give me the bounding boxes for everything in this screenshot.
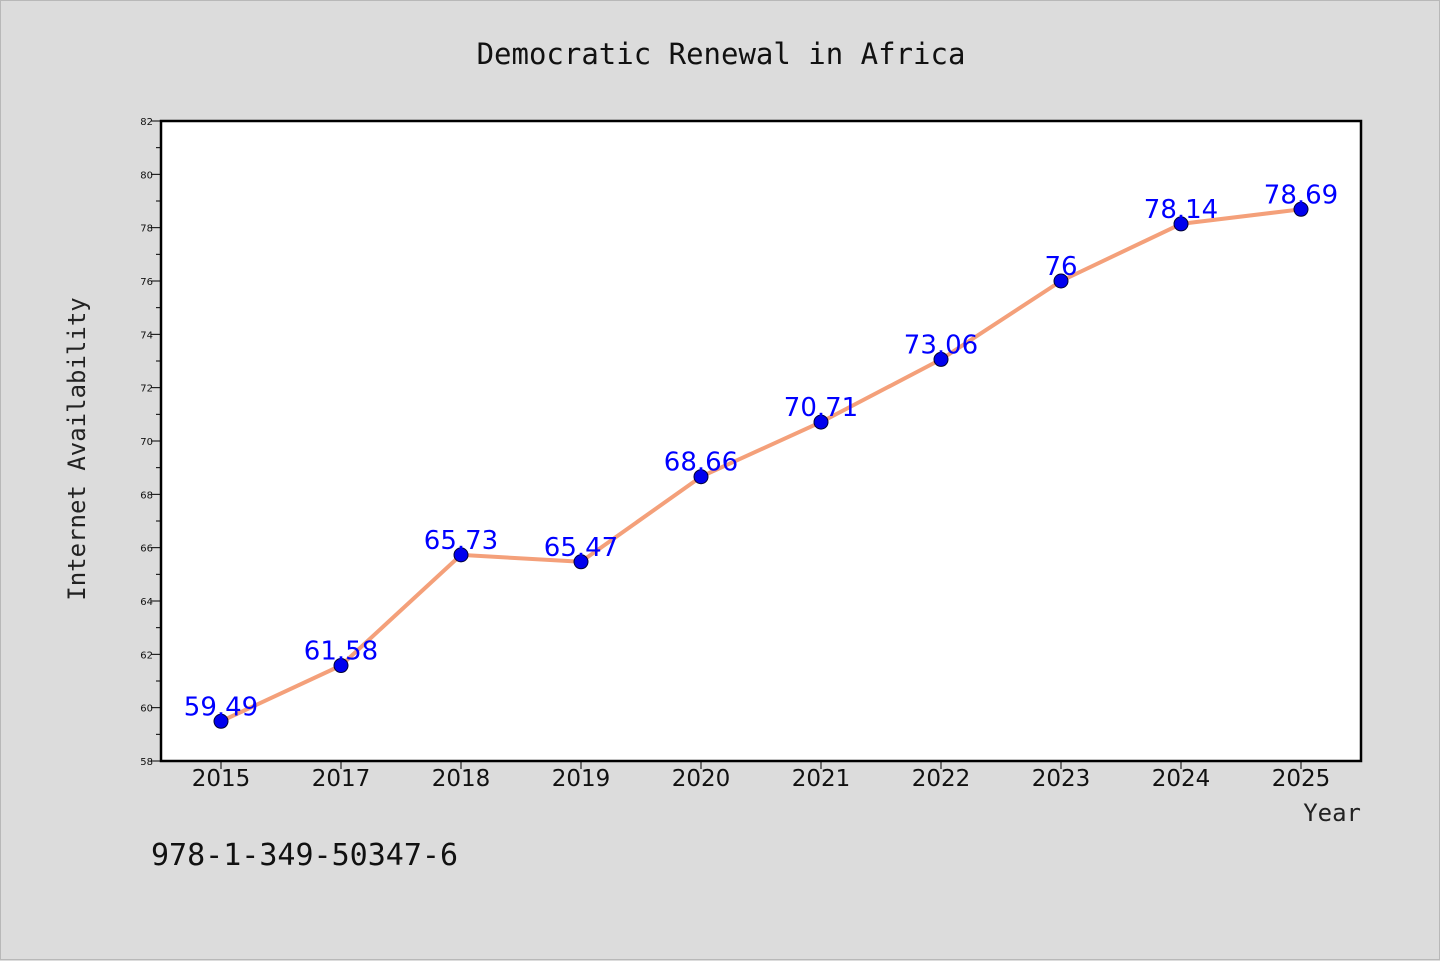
x-tick-label: 2024: [1152, 766, 1211, 792]
plot-area: [161, 121, 1361, 761]
y-tick-label: 60: [140, 704, 153, 715]
data-label: 65.73: [424, 526, 498, 556]
x-tick-label: 2018: [432, 766, 491, 792]
data-point: [453, 547, 469, 563]
data-point: [573, 554, 589, 570]
x-axis-label: Year: [1303, 799, 1361, 827]
data-point: [1293, 201, 1309, 217]
data-label: 68.66: [664, 448, 738, 478]
data-point: [1173, 216, 1189, 232]
y-tick-label: 80: [140, 170, 153, 181]
y-tick-label: 82: [140, 117, 153, 128]
x-axis: 2015 2017 2018 2019 2020 2021 2022 2023 2024 2025: [192, 761, 1331, 792]
series-line: [219, 207, 1303, 724]
x-tick-label: 2020: [672, 766, 731, 792]
x-tick-label: 2022: [912, 766, 971, 792]
data-point: [813, 414, 829, 430]
data-label: 76: [1044, 252, 1077, 282]
x-tick-label: 2019: [552, 766, 611, 792]
y-axis-label: Internet Availability: [63, 297, 91, 600]
y-tick-label: 72: [140, 384, 153, 395]
series-layer: 59.49 61.58 65.73 65.47 68.66 70.71 73.06 76 78.…: [184, 180, 1338, 729]
isbn-footnote: 978-1-349-50347-6: [151, 838, 458, 873]
data-label: 70.71: [784, 393, 858, 423]
y-tick-label: 70: [140, 437, 153, 448]
plot-border: [159, 119, 1363, 763]
y-tick-label: 78: [140, 224, 153, 235]
x-tick-label: 2023: [1032, 766, 1091, 792]
chart-title: Democratic Renewal in Africa: [477, 37, 966, 71]
y-tick-label: 76: [140, 277, 153, 288]
y-tick-label: 66: [140, 544, 153, 555]
y-tick-label: 62: [140, 650, 153, 661]
y-tick-label: 74: [140, 330, 153, 341]
data-label: 78.69: [1264, 180, 1338, 210]
data-point: [693, 469, 709, 485]
data-point: [933, 351, 949, 367]
y-axis: 58 60 62 64 66 68 70 72 74 76 78 80 82: [140, 117, 161, 768]
data-label: 59.49: [184, 692, 258, 722]
data-label: 73.06: [904, 330, 978, 360]
y-tick-label: 64: [140, 597, 153, 608]
y-tick-label: 68: [140, 490, 153, 501]
x-tick-label: 2021: [792, 766, 851, 792]
data-label: 65.47: [544, 533, 618, 563]
data-label: 61.58: [304, 637, 378, 667]
data-point: [1053, 273, 1069, 289]
data-label: 78.14: [1144, 195, 1218, 225]
x-tick-label: 2017: [312, 766, 371, 792]
x-tick-label: 2015: [192, 766, 251, 792]
x-tick-label: 2025: [1272, 766, 1331, 792]
data-point: [213, 713, 229, 729]
y-tick-label: 58: [140, 757, 153, 768]
data-point: [333, 658, 349, 674]
